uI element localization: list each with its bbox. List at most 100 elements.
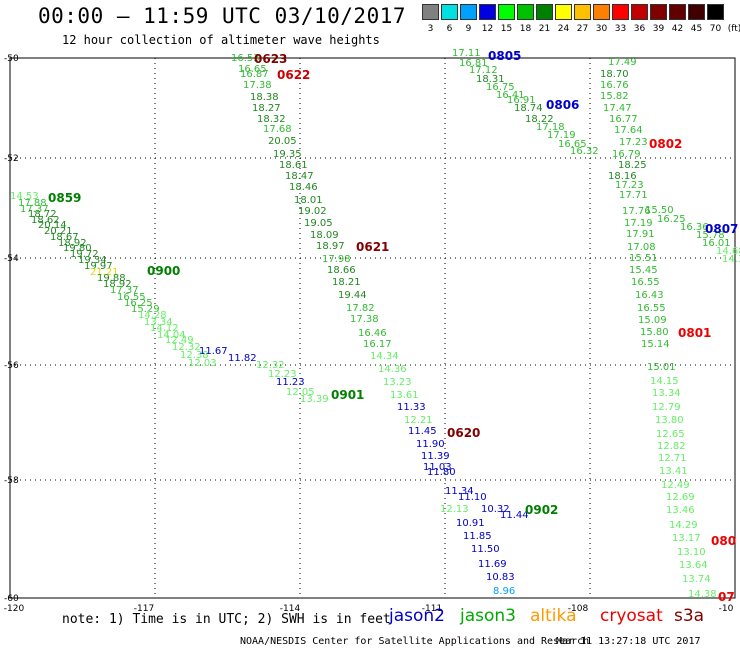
wave-height-value: 17.38 xyxy=(350,314,379,325)
wave-height-value: 18.21 xyxy=(332,277,361,288)
generation-timestamp: Mar 11 13:27:18 UTC 2017 xyxy=(556,636,701,647)
wave-height-value: 12.13 xyxy=(440,504,469,515)
scale-label: 24 xyxy=(557,24,570,34)
track-time-label: 0620 xyxy=(447,426,480,440)
wave-height-value: 16.87 xyxy=(240,69,269,80)
wave-height-value: 12.79 xyxy=(652,402,681,413)
wave-height-value: 16.75 xyxy=(486,82,515,93)
wave-height-value: 11.39 xyxy=(421,451,450,462)
wave-height-value: 19.34 xyxy=(78,255,107,266)
wave-height-value: 16.17 xyxy=(363,339,392,350)
y-tick-label: -60 xyxy=(4,594,19,604)
track-time-label: 080 xyxy=(711,534,736,548)
map-title: 00:00 – 11:59 UTC 03/10/2017 xyxy=(38,4,407,28)
wave-height-value: 18.16 xyxy=(608,171,637,182)
x-tick-label: -120 xyxy=(4,604,25,614)
wave-height-value: 12.38 xyxy=(180,350,209,361)
wave-height-value: 16.25 xyxy=(124,298,153,309)
wave-height-value: 17.82 xyxy=(346,303,375,314)
wave-height-value: 18.31 xyxy=(476,74,505,85)
wave-height-value: 16.79 xyxy=(612,149,641,160)
wave-height-value: 18.70 xyxy=(600,69,629,80)
wave-height-value: 16.91 xyxy=(507,95,536,106)
wave-height-values: 16.5316.6516.8717.3818.3818.2718.3217.68… xyxy=(10,48,740,600)
scale-swatch xyxy=(612,4,629,20)
wave-height-value: 14.68 xyxy=(716,246,740,257)
legend-jason3: jason3 xyxy=(460,606,516,626)
wave-height-value: 11.33 xyxy=(397,402,426,413)
wave-height-value: 16.25 xyxy=(657,214,686,225)
scale-label: 27 xyxy=(576,24,589,34)
wave-height-value: 19.44 xyxy=(338,290,367,301)
scale-swatch xyxy=(688,4,705,20)
y-tick-label: -50 xyxy=(4,54,19,64)
wave-height-value: 18.25 xyxy=(618,160,647,171)
wave-height-value: 15.45 xyxy=(629,265,658,276)
wave-height-value: 19.72 xyxy=(70,249,99,260)
wave-height-value: 16.65 xyxy=(238,64,267,75)
track-time-label: 0902 xyxy=(525,503,558,517)
wave-height-value: 12.32 xyxy=(256,360,285,371)
wave-height-value: 8.96 xyxy=(493,586,515,597)
scale-swatch xyxy=(669,4,686,20)
scale-swatch xyxy=(707,4,724,20)
track-time-labels: 0623 0622 0621 0620 0805 0806 0802 0807 0801 080 0… xyxy=(48,49,738,604)
wave-height-value: 12.21 xyxy=(404,415,433,426)
axis-tick-labels: -120 -117 -114 -111 -108 -10 -50 -52 -54 -56 -58 -6… xyxy=(4,54,734,614)
wave-height-value: 14.29 xyxy=(669,520,698,531)
wave-height-value: 10.91 xyxy=(456,518,485,529)
wave-height-value: 17.88 xyxy=(18,198,47,209)
wave-height-value: 18.46 xyxy=(289,182,318,193)
track-time-label: 0622 xyxy=(277,68,310,82)
scale-swatch xyxy=(574,4,591,20)
wave-height-value: 19.80 xyxy=(63,243,92,254)
scale-label: 36 xyxy=(633,24,646,34)
track-time-label: 0621 xyxy=(356,240,389,254)
wave-height-value: 20.21 xyxy=(44,226,73,237)
wave-height-value: 18.67 xyxy=(50,232,79,243)
wave-height-value: 11.90 xyxy=(416,439,445,450)
wave-height-value: 11.34 xyxy=(445,486,474,497)
scale-label: 3 xyxy=(427,24,434,34)
wave-height-value: 16.01 xyxy=(702,238,731,249)
scale-swatch xyxy=(517,4,534,20)
wave-height-value: 13.64 xyxy=(679,560,708,571)
y-tick-label: -54 xyxy=(4,254,19,264)
wave-height-value: 15.09 xyxy=(638,315,667,326)
wave-height-value: 13.80 xyxy=(655,415,684,426)
wave-height-value: 18.38 xyxy=(250,92,279,103)
scale-label: 33 xyxy=(614,24,627,34)
wave-height-value: 13.39 xyxy=(300,394,329,405)
wave-height-value: 14.34 xyxy=(370,351,399,362)
wave-height-value: 17.19 xyxy=(547,130,576,141)
x-tick-label: -114 xyxy=(280,604,301,614)
y-tick-label: -56 xyxy=(4,361,19,371)
wave-height-value: 17.68 xyxy=(263,124,292,135)
wave-height-value: 17.19 xyxy=(624,218,653,229)
wave-height-value: 19.02 xyxy=(298,206,327,217)
scale-label: 39 xyxy=(652,24,665,34)
wave-height-value: 11.23 xyxy=(276,377,305,388)
wave-height-value: 12.65 xyxy=(656,429,685,440)
wave-height-value: 18.62 xyxy=(31,215,60,226)
y-tick-label: -58 xyxy=(4,476,19,486)
x-tick-label: -10 xyxy=(719,604,734,614)
map-frame xyxy=(9,57,736,599)
wave-height-value: 15.50 xyxy=(645,205,674,216)
wave-height-value: 20.14 xyxy=(38,220,67,231)
wave-height-value: 11.10 xyxy=(458,492,487,503)
wave-height-value: 13.34 xyxy=(652,388,681,399)
wave-height-value: 11.44 xyxy=(500,510,529,521)
legend-cryosat: cryosat xyxy=(600,606,663,626)
wave-height-value: 19.05 xyxy=(304,218,333,229)
scale-swatch xyxy=(422,4,439,20)
scale-label: 30 xyxy=(595,24,608,34)
map-grid xyxy=(9,57,736,599)
wave-height-value: 16.32 xyxy=(570,146,599,157)
wave-height-value: 17.08 xyxy=(627,242,656,253)
wave-height-value: 16.65 xyxy=(558,139,587,150)
wave-height-value: 20.05 xyxy=(268,136,297,147)
wave-height-value: 15.78 xyxy=(696,230,725,241)
wave-height-value: 12.49 xyxy=(661,480,690,491)
